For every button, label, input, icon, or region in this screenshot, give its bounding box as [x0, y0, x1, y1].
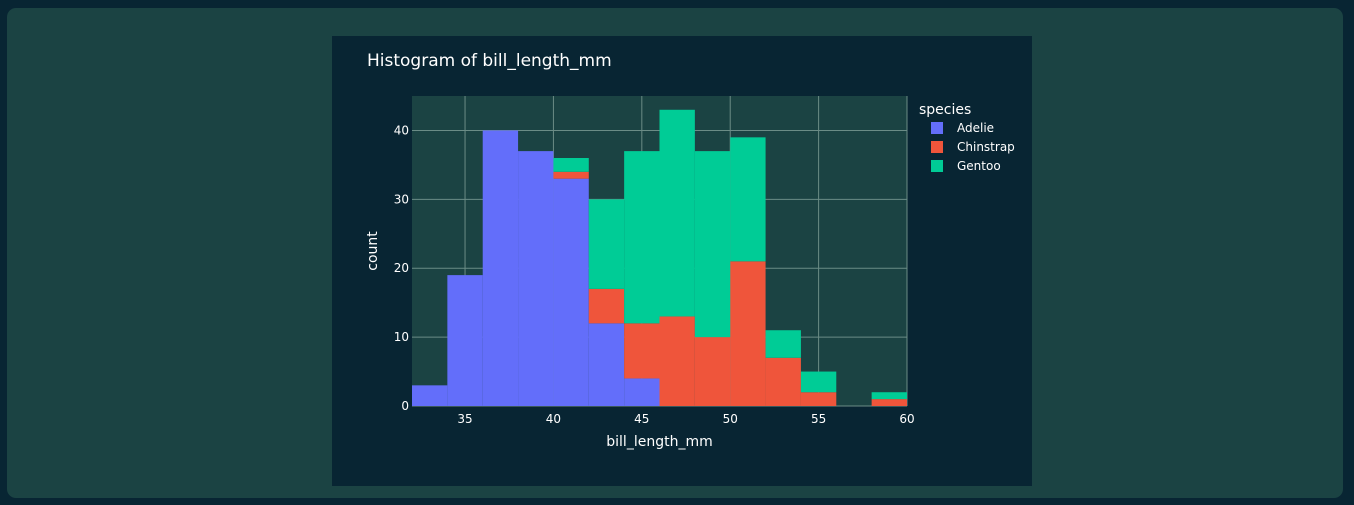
bar-chinstrap-40[interactable]: [553, 171, 589, 179]
bar-gentoo-50[interactable]: [730, 137, 766, 262]
bars-group: [412, 109, 907, 406]
bar-gentoo-46[interactable]: [659, 109, 695, 317]
legend-title: species: [919, 102, 971, 118]
x-tick-label: 50: [723, 412, 738, 426]
bar-chinstrap-46[interactable]: [659, 316, 695, 406]
y-tick-label: 10: [394, 330, 409, 344]
ticks-group: 35 40 45 50 55 60 0 10 20 30 40: [394, 123, 915, 426]
histogram-chart: Histogram of bill_length_mm 35 40 45 50 55 60…: [365, 51, 1015, 450]
bar-chinstrap-50[interactable]: [730, 261, 766, 406]
x-tick-label: 55: [811, 412, 826, 426]
bar-adelie-40[interactable]: [553, 178, 589, 406]
bar-chinstrap-54[interactable]: [800, 392, 837, 406]
bar-gentoo-52[interactable]: [765, 330, 801, 358]
legend-item-chinstrap[interactable]: Chinstrap: [931, 140, 1015, 154]
bar-adelie-32[interactable]: [412, 385, 448, 406]
chart-title: Histogram of bill_length_mm: [367, 51, 612, 71]
bar-gentoo-48[interactable]: [694, 151, 731, 338]
y-tick-label: 30: [394, 192, 409, 206]
page-panel: Histogram of bill_length_mm 35 40 45 50 55 60…: [7, 8, 1343, 498]
legend-swatch: [931, 160, 943, 172]
bar-gentoo-54[interactable]: [800, 371, 837, 393]
bar-chinstrap-48[interactable]: [694, 337, 731, 406]
legend-item-adelie[interactable]: Adelie: [931, 121, 994, 135]
legend-swatch: [931, 122, 943, 134]
bar-gentoo-40[interactable]: [553, 158, 589, 172]
bar-gentoo-44[interactable]: [624, 151, 660, 324]
x-tick-label: 40: [546, 412, 561, 426]
bar-adelie-34[interactable]: [447, 275, 483, 406]
x-tick-label: 60: [899, 412, 914, 426]
x-tick-label: 45: [634, 412, 649, 426]
x-axis-label: bill_length_mm: [606, 434, 712, 450]
bar-adelie-42[interactable]: [588, 323, 625, 406]
y-tick-label: 20: [394, 261, 409, 275]
legend-swatch: [931, 141, 943, 153]
legend-label: Gentoo: [957, 159, 1001, 173]
legend-label: Chinstrap: [957, 140, 1015, 154]
bar-chinstrap-58[interactable]: [871, 399, 907, 406]
bar-gentoo-58[interactable]: [871, 392, 907, 400]
legend-item-gentoo[interactable]: Gentoo: [931, 159, 1001, 173]
bar-adelie-44[interactable]: [624, 378, 660, 406]
bar-chinstrap-44[interactable]: [624, 323, 660, 379]
legend[interactable]: Adelie Chinstrap Gentoo: [931, 121, 1015, 173]
x-tick-label: 35: [457, 412, 472, 426]
bar-gentoo-42[interactable]: [588, 199, 625, 289]
y-axis-label: count: [365, 231, 381, 271]
bar-adelie-36[interactable]: [482, 130, 519, 406]
bar-adelie-38[interactable]: [518, 151, 554, 406]
bar-chinstrap-52[interactable]: [765, 357, 801, 406]
y-tick-label: 0: [401, 399, 409, 413]
legend-label: Adelie: [957, 121, 994, 135]
bar-chinstrap-42[interactable]: [588, 288, 625, 324]
histogram-figure: Histogram of bill_length_mm 35 40 45 50 55 60…: [332, 36, 1032, 486]
y-tick-label: 40: [394, 123, 409, 137]
